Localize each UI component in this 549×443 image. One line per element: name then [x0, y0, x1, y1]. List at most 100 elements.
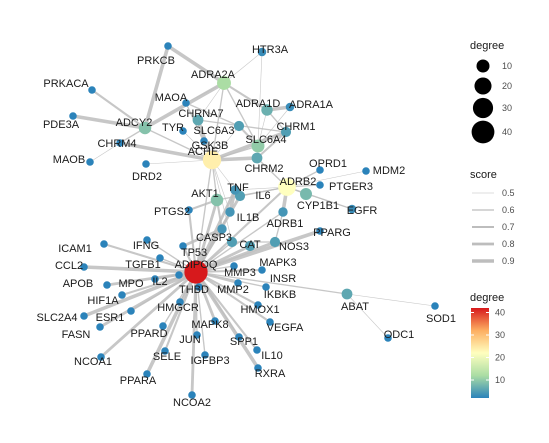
node-ncoa1[interactable] [97, 353, 105, 361]
node-mpo[interactable] [151, 275, 159, 283]
node-chrm2[interactable] [251, 152, 263, 164]
node-il10[interactable] [253, 346, 261, 354]
node-label-adra1d: ADRA1D [236, 98, 281, 110]
node-label-pde3a: PDE3A [43, 119, 80, 131]
node-mdm2[interactable] [362, 167, 370, 175]
node-label-il10: IL10 [261, 350, 282, 362]
node-htr3a[interactable] [257, 47, 267, 57]
node-gsk3b[interactable] [200, 137, 208, 145]
node-tnf[interactable] [230, 185, 240, 195]
node-abat[interactable] [341, 288, 353, 300]
node-mapk8[interactable] [211, 317, 219, 325]
node-rxra[interactable] [254, 364, 262, 372]
node-label-slc6a3: SLC6A3 [194, 125, 235, 137]
node-drd2[interactable] [142, 160, 150, 168]
edge-hmox1-adipoq [194, 270, 260, 307]
legend-score-title: score [470, 169, 497, 181]
node-label-mpo: MPO [118, 278, 144, 290]
node-label-drd2: DRD2 [132, 171, 162, 183]
node-akt1[interactable] [210, 193, 224, 207]
node-il2[interactable] [175, 271, 183, 279]
node-igfbp3[interactable] [201, 351, 209, 359]
node-il1b[interactable] [225, 207, 235, 217]
node-cat[interactable] [226, 236, 238, 248]
legend-score-keys: 0.5 0.6 0.7 0.8 0.9 [472, 188, 515, 266]
node-vegfa[interactable] [266, 318, 274, 326]
node-label-mmp3: MMP3 [224, 267, 256, 279]
node-maoa[interactable] [182, 99, 190, 107]
node-ncoa2[interactable] [188, 391, 196, 399]
node-mmp3[interactable] [230, 262, 238, 270]
node-slc6a3[interactable] [233, 120, 245, 132]
node-tgfb1[interactable] [156, 254, 164, 262]
node-pparg[interactable] [316, 227, 324, 235]
node-cyp1b1[interactable] [300, 188, 312, 200]
node-label-maoa: MAOA [155, 92, 188, 104]
node-label-htr3a: HTR3A [252, 44, 289, 56]
node-adrb1[interactable] [278, 207, 288, 217]
edge-adrb2-adipoq [194, 185, 289, 274]
node-hmgcr[interactable] [176, 298, 184, 306]
node-label-tgfb1: TGFB1 [125, 259, 160, 271]
node-pde3a[interactable] [69, 112, 77, 120]
node-maob[interactable] [86, 158, 94, 166]
node-mmp2[interactable] [234, 279, 242, 287]
node-label-cyp1b1: CYP1B1 [297, 200, 339, 212]
node-adipoq[interactable] [184, 260, 208, 284]
node-chrm4[interactable] [116, 139, 124, 147]
node-oprd1[interactable] [316, 166, 324, 174]
node-adcy2[interactable] [138, 121, 152, 135]
node-apob[interactable] [103, 281, 111, 289]
node-ikbkb[interactable] [262, 283, 270, 291]
node-label-ptgs2: PTGS2 [154, 206, 190, 218]
edge-ncoa1-adipoq [99, 270, 198, 359]
node-label-akt1: AKT1 [191, 188, 219, 200]
node-prkcb[interactable] [164, 42, 172, 50]
node-adra1d[interactable] [261, 104, 273, 116]
node-ccl2[interactable] [80, 263, 88, 271]
node-casp3[interactable] [217, 224, 227, 234]
edge-cyp1b1-egfr [305, 193, 353, 210]
edge-casp3-tp53 [181, 227, 224, 248]
legend-size-key-40 [471, 120, 495, 144]
node-ppard[interactable] [159, 322, 167, 330]
node-label-sod1: SOD1 [426, 313, 456, 325]
node-tyr[interactable] [179, 127, 187, 135]
node-thbd[interactable] [195, 283, 203, 291]
node-ache[interactable] [202, 150, 222, 170]
node-label-esr1: ESR1 [96, 312, 125, 324]
legend-degree-color-title: degree [470, 292, 504, 304]
node-slc2a4[interactable] [80, 312, 88, 320]
node-ptgs2[interactable] [185, 206, 193, 214]
node-esr1[interactable] [127, 307, 135, 315]
node-insr[interactable] [258, 266, 266, 274]
node-slc6a4[interactable] [251, 139, 265, 153]
node-prkaca[interactable] [88, 86, 96, 94]
node-icam1[interactable] [100, 240, 108, 248]
node-tp53[interactable] [179, 242, 187, 250]
node-chrna7[interactable] [192, 114, 204, 126]
node-adra2a[interactable] [217, 76, 231, 90]
node-chrm1[interactable] [280, 126, 292, 138]
node-sele[interactable] [161, 347, 169, 355]
node-adra1a[interactable] [285, 102, 295, 112]
edge-slc2a4-adipoq [82, 270, 198, 318]
edge-fasn-adipoq [98, 270, 198, 329]
node-egfr[interactable] [347, 204, 357, 214]
node-fasn[interactable] [96, 323, 104, 331]
node-ppara[interactable] [143, 370, 151, 378]
node-spp1[interactable] [235, 333, 243, 341]
node-sod1[interactable] [431, 302, 439, 310]
node-jun[interactable] [193, 331, 201, 339]
node-nos3[interactable] [269, 236, 281, 248]
node-ptger3[interactable] [316, 181, 324, 189]
node-hif1a[interactable] [118, 291, 126, 299]
node-hmox1[interactable] [254, 301, 262, 309]
node-adrb2[interactable] [278, 178, 296, 196]
node-odc1[interactable] [384, 334, 392, 342]
node-mapk3[interactable] [244, 240, 256, 252]
edge-ccl2-adipoq [82, 265, 198, 274]
node-ifng[interactable] [143, 236, 151, 244]
legend-color-label-30: 30 [495, 330, 505, 340]
